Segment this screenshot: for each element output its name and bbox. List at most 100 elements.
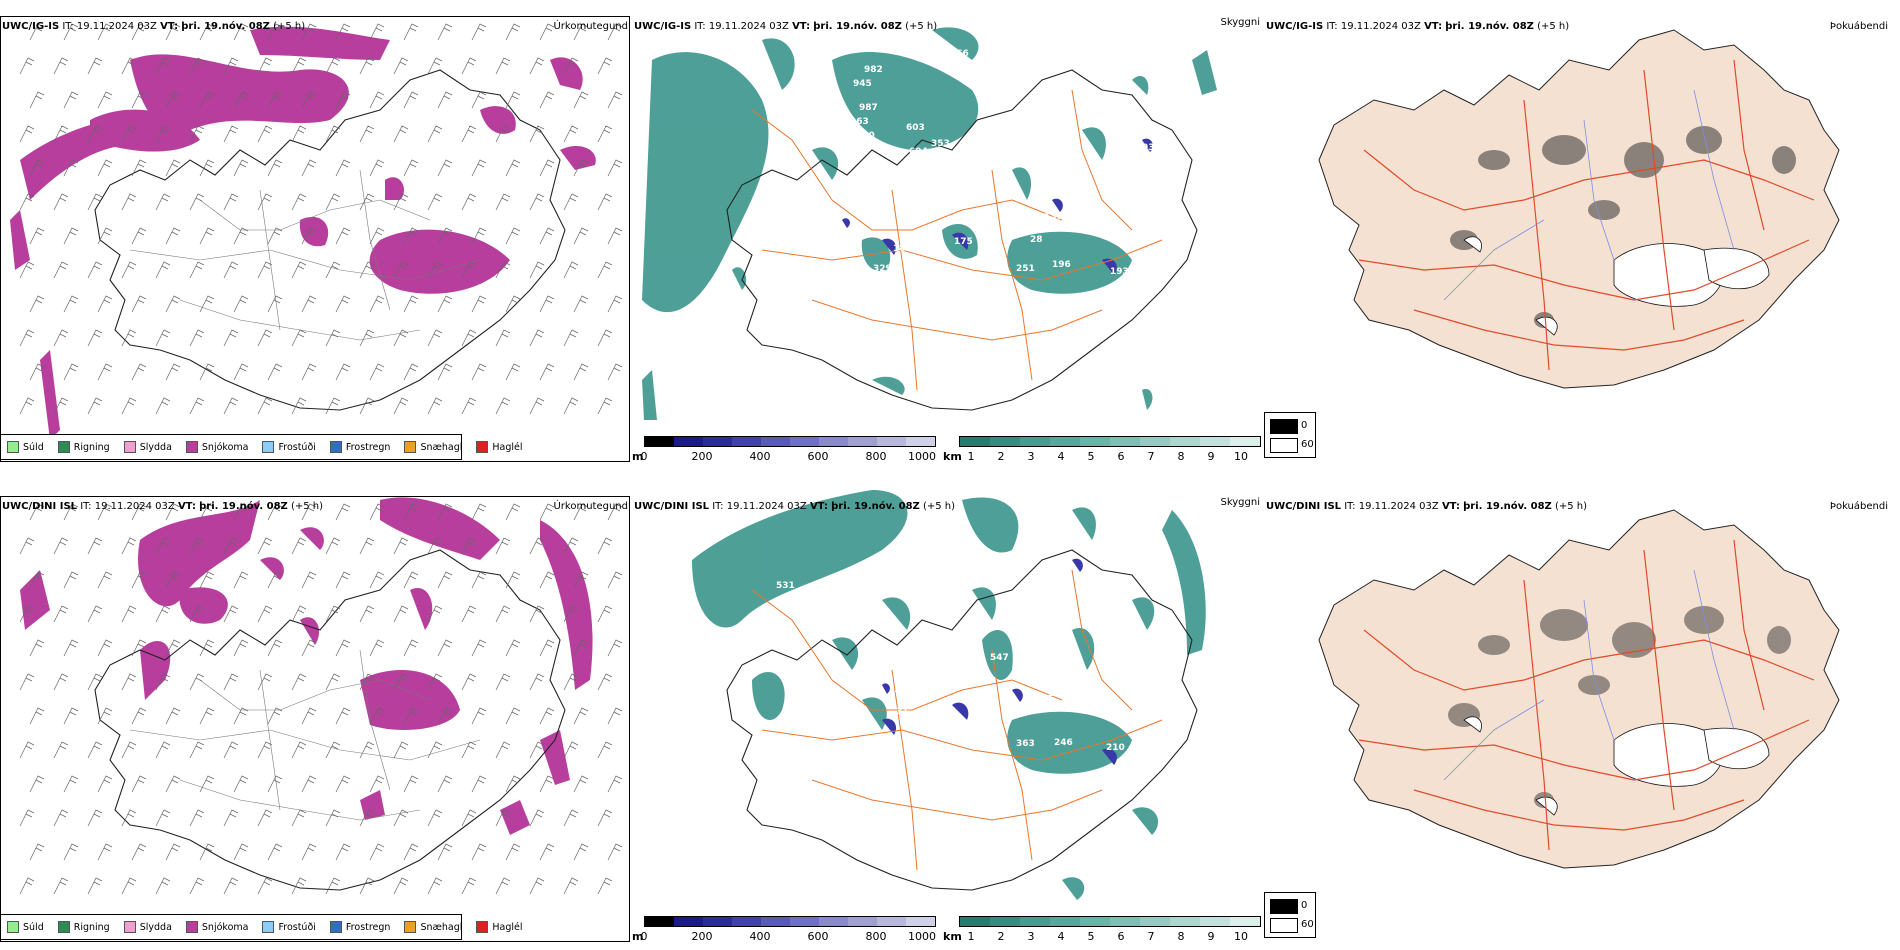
wind-barb bbox=[393, 329, 409, 347]
wind-barb bbox=[165, 775, 181, 793]
wind-barb bbox=[189, 125, 205, 143]
wind-barb bbox=[19, 261, 35, 279]
wind-barb bbox=[393, 809, 409, 827]
wind-barb bbox=[199, 23, 215, 41]
wind-barb bbox=[19, 741, 35, 759]
wind-barb bbox=[563, 605, 579, 623]
wind-barb bbox=[87, 261, 103, 279]
wind-barb bbox=[165, 295, 181, 313]
tick: 0 bbox=[640, 450, 648, 463]
fog-key-label: 60 bbox=[1301, 439, 1314, 450]
wind-barb bbox=[301, 571, 317, 589]
wind-barb bbox=[563, 329, 579, 347]
wind-barb bbox=[233, 775, 249, 793]
visibility-colorbar: km 1 2 3 4 5 6 7 8 9 10 bbox=[943, 436, 1263, 466]
wind-barb bbox=[53, 57, 69, 75]
wind-barb bbox=[335, 23, 351, 41]
precip-map bbox=[19, 497, 623, 895]
wind-barb bbox=[97, 503, 113, 521]
wind-barb bbox=[403, 639, 419, 657]
wind-barb bbox=[359, 605, 375, 623]
wind-barb bbox=[335, 91, 351, 109]
visibility-panel[interactable]: 531 194 40 547 00 517 126 55 12 31 185 2… bbox=[632, 480, 1264, 950]
wind-barb bbox=[607, 571, 623, 589]
height-label: 210 bbox=[1106, 743, 1125, 753]
wind-barb bbox=[291, 809, 307, 827]
wind-barb bbox=[437, 571, 453, 589]
wind-barb bbox=[369, 843, 385, 861]
wind-barb bbox=[291, 329, 307, 347]
wind-barb bbox=[529, 537, 545, 555]
wind-barb bbox=[267, 23, 283, 41]
wind-barb bbox=[121, 261, 137, 279]
wind-barb bbox=[19, 125, 35, 143]
wind-barb bbox=[403, 707, 419, 725]
snow-areas bbox=[10, 26, 596, 440]
wind-barb bbox=[437, 91, 453, 109]
wind-barb bbox=[495, 741, 511, 759]
wind-barb bbox=[223, 397, 239, 415]
wind-barb bbox=[393, 125, 409, 143]
height-label: 00 bbox=[1049, 647, 1062, 657]
fog-panel[interactable]: UWC/IG-IS IT: 19.11.2024 03Z VT: þri. 19… bbox=[1264, 0, 1900, 470]
wind-barb bbox=[359, 57, 375, 75]
height-label: 517 bbox=[1052, 673, 1071, 683]
wind-barb bbox=[461, 605, 477, 623]
wind-barb bbox=[257, 125, 273, 143]
height-label: 982 bbox=[864, 65, 883, 75]
wind-barb bbox=[131, 159, 147, 177]
wind-barb bbox=[155, 57, 171, 75]
visibility-panel[interactable]: 982 966 945 987 963 640 486 603 604 353 … bbox=[632, 0, 1264, 470]
rivers bbox=[1443, 89, 1735, 301]
wind-barb bbox=[461, 329, 477, 347]
tick: 9 bbox=[1207, 930, 1215, 943]
wind-barb bbox=[291, 877, 307, 895]
ceiling-labels: 531 194 40 547 00 517 126 55 12 31 185 2… bbox=[774, 581, 1125, 753]
wind-barb bbox=[29, 503, 45, 521]
wind-barb bbox=[393, 57, 409, 75]
wind-barb bbox=[63, 775, 79, 793]
legend-item: Súld bbox=[7, 921, 44, 933]
wind-barb bbox=[403, 91, 419, 109]
wind-barb bbox=[29, 159, 45, 177]
wind-barb bbox=[257, 329, 273, 347]
wind-barb bbox=[189, 537, 205, 555]
wind-barb bbox=[607, 159, 623, 177]
wind-barb bbox=[529, 57, 545, 75]
fog-panel[interactable]: UWC/DINI ISL IT: 19.11.2024 03Z VT: þri.… bbox=[1264, 480, 1900, 950]
visibility-unit: km bbox=[943, 450, 962, 463]
wind-barb bbox=[291, 673, 307, 691]
wind-barb bbox=[131, 363, 147, 381]
wind-barb bbox=[267, 91, 283, 109]
wind-barb bbox=[427, 397, 443, 415]
wind-barb bbox=[97, 23, 113, 41]
wind-barb bbox=[461, 673, 477, 691]
wind-barb bbox=[155, 329, 171, 347]
precip-type-panel[interactable]: UWC/DINI ISL IT: 19.11.2024 03Z VT: þri.… bbox=[0, 480, 632, 950]
wind-barb bbox=[505, 843, 521, 861]
legend-item: Frostregn bbox=[329, 441, 390, 453]
wind-barb bbox=[165, 363, 181, 381]
wind-barb bbox=[19, 193, 35, 211]
legend-item: Snæhagl bbox=[404, 921, 462, 933]
wind-barb bbox=[301, 363, 317, 381]
wind-barb bbox=[223, 877, 239, 895]
wind-barb bbox=[505, 159, 521, 177]
wind-barb bbox=[53, 877, 69, 895]
height-label: 175 bbox=[954, 237, 973, 247]
wind-barb bbox=[573, 843, 589, 861]
wind-barb bbox=[53, 605, 69, 623]
legend-item: Slydda bbox=[123, 921, 172, 933]
wind-barb bbox=[495, 57, 511, 75]
wind-barb bbox=[301, 843, 317, 861]
precip-type-panel[interactable]: UWC/IG-IS IT: 19.11.2024 03Z VT: þri. 19… bbox=[0, 0, 632, 470]
height-label: 25 bbox=[994, 254, 1007, 264]
wind-barb bbox=[529, 397, 545, 415]
wind-barb bbox=[359, 397, 375, 415]
wind-barb bbox=[29, 571, 45, 589]
legend-item: Snjókoma bbox=[185, 441, 248, 453]
tick: 4 bbox=[1057, 930, 1065, 943]
wind-barb bbox=[97, 295, 113, 313]
visibility-map: 531 194 40 547 00 517 126 55 12 31 185 2… bbox=[692, 490, 1206, 900]
precip-map bbox=[10, 23, 623, 440]
